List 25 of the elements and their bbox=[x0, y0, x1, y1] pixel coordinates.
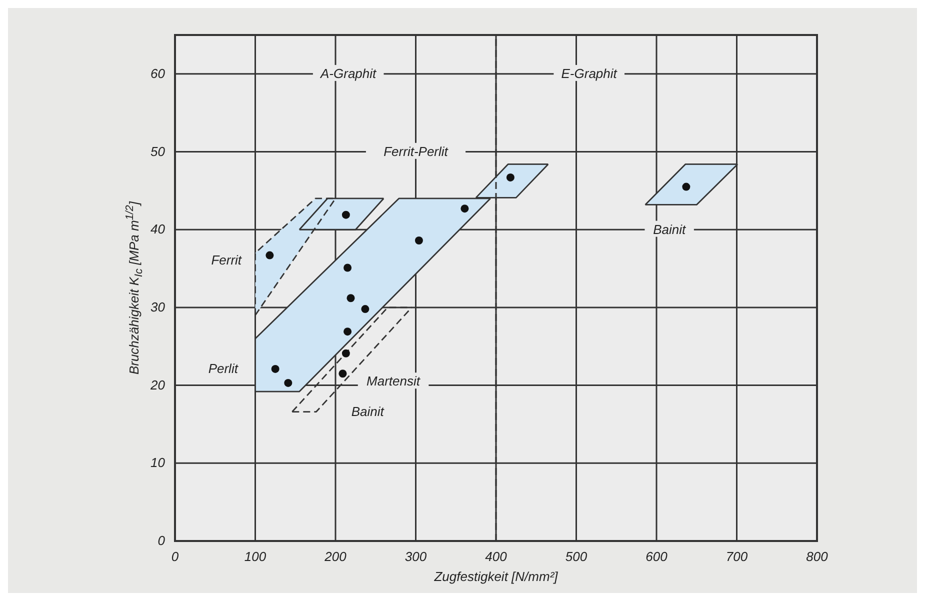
y-tick-label: 30 bbox=[150, 299, 166, 314]
x-tick-label: 800 bbox=[806, 549, 829, 564]
annotation: Bainit bbox=[653, 222, 687, 237]
x-tick-label: 400 bbox=[485, 549, 508, 564]
x-tick-label: 700 bbox=[726, 549, 748, 564]
x-axis-title: Zugfestigkeit [N/mm²] bbox=[433, 569, 558, 584]
y-tick-label: 50 bbox=[150, 144, 166, 159]
y-tick-label: 10 bbox=[150, 455, 166, 470]
annotation: E-Graphit bbox=[561, 66, 618, 81]
x-tick-label: 500 bbox=[565, 549, 588, 564]
y-tick-label: 0 bbox=[158, 533, 166, 548]
y-tick-label: 20 bbox=[150, 377, 166, 392]
x-tick-label: 0 bbox=[171, 549, 180, 564]
annotation: A-Graphit bbox=[320, 66, 378, 81]
x-tick-label: 200 bbox=[324, 549, 348, 564]
y-tick-label: 60 bbox=[150, 66, 166, 81]
annotation: Martensit bbox=[366, 374, 422, 389]
annotation: Bainit bbox=[351, 404, 386, 419]
annotation: Ferrit bbox=[211, 252, 243, 268]
annotation: Perlit bbox=[208, 360, 240, 376]
annotation: Ferrit-Perlit bbox=[384, 144, 450, 159]
x-tick-label: 100 bbox=[244, 549, 267, 564]
y-tick-label: 40 bbox=[150, 222, 166, 237]
x-tick-label: 600 bbox=[646, 549, 668, 564]
x-tick-label: 300 bbox=[404, 549, 428, 564]
